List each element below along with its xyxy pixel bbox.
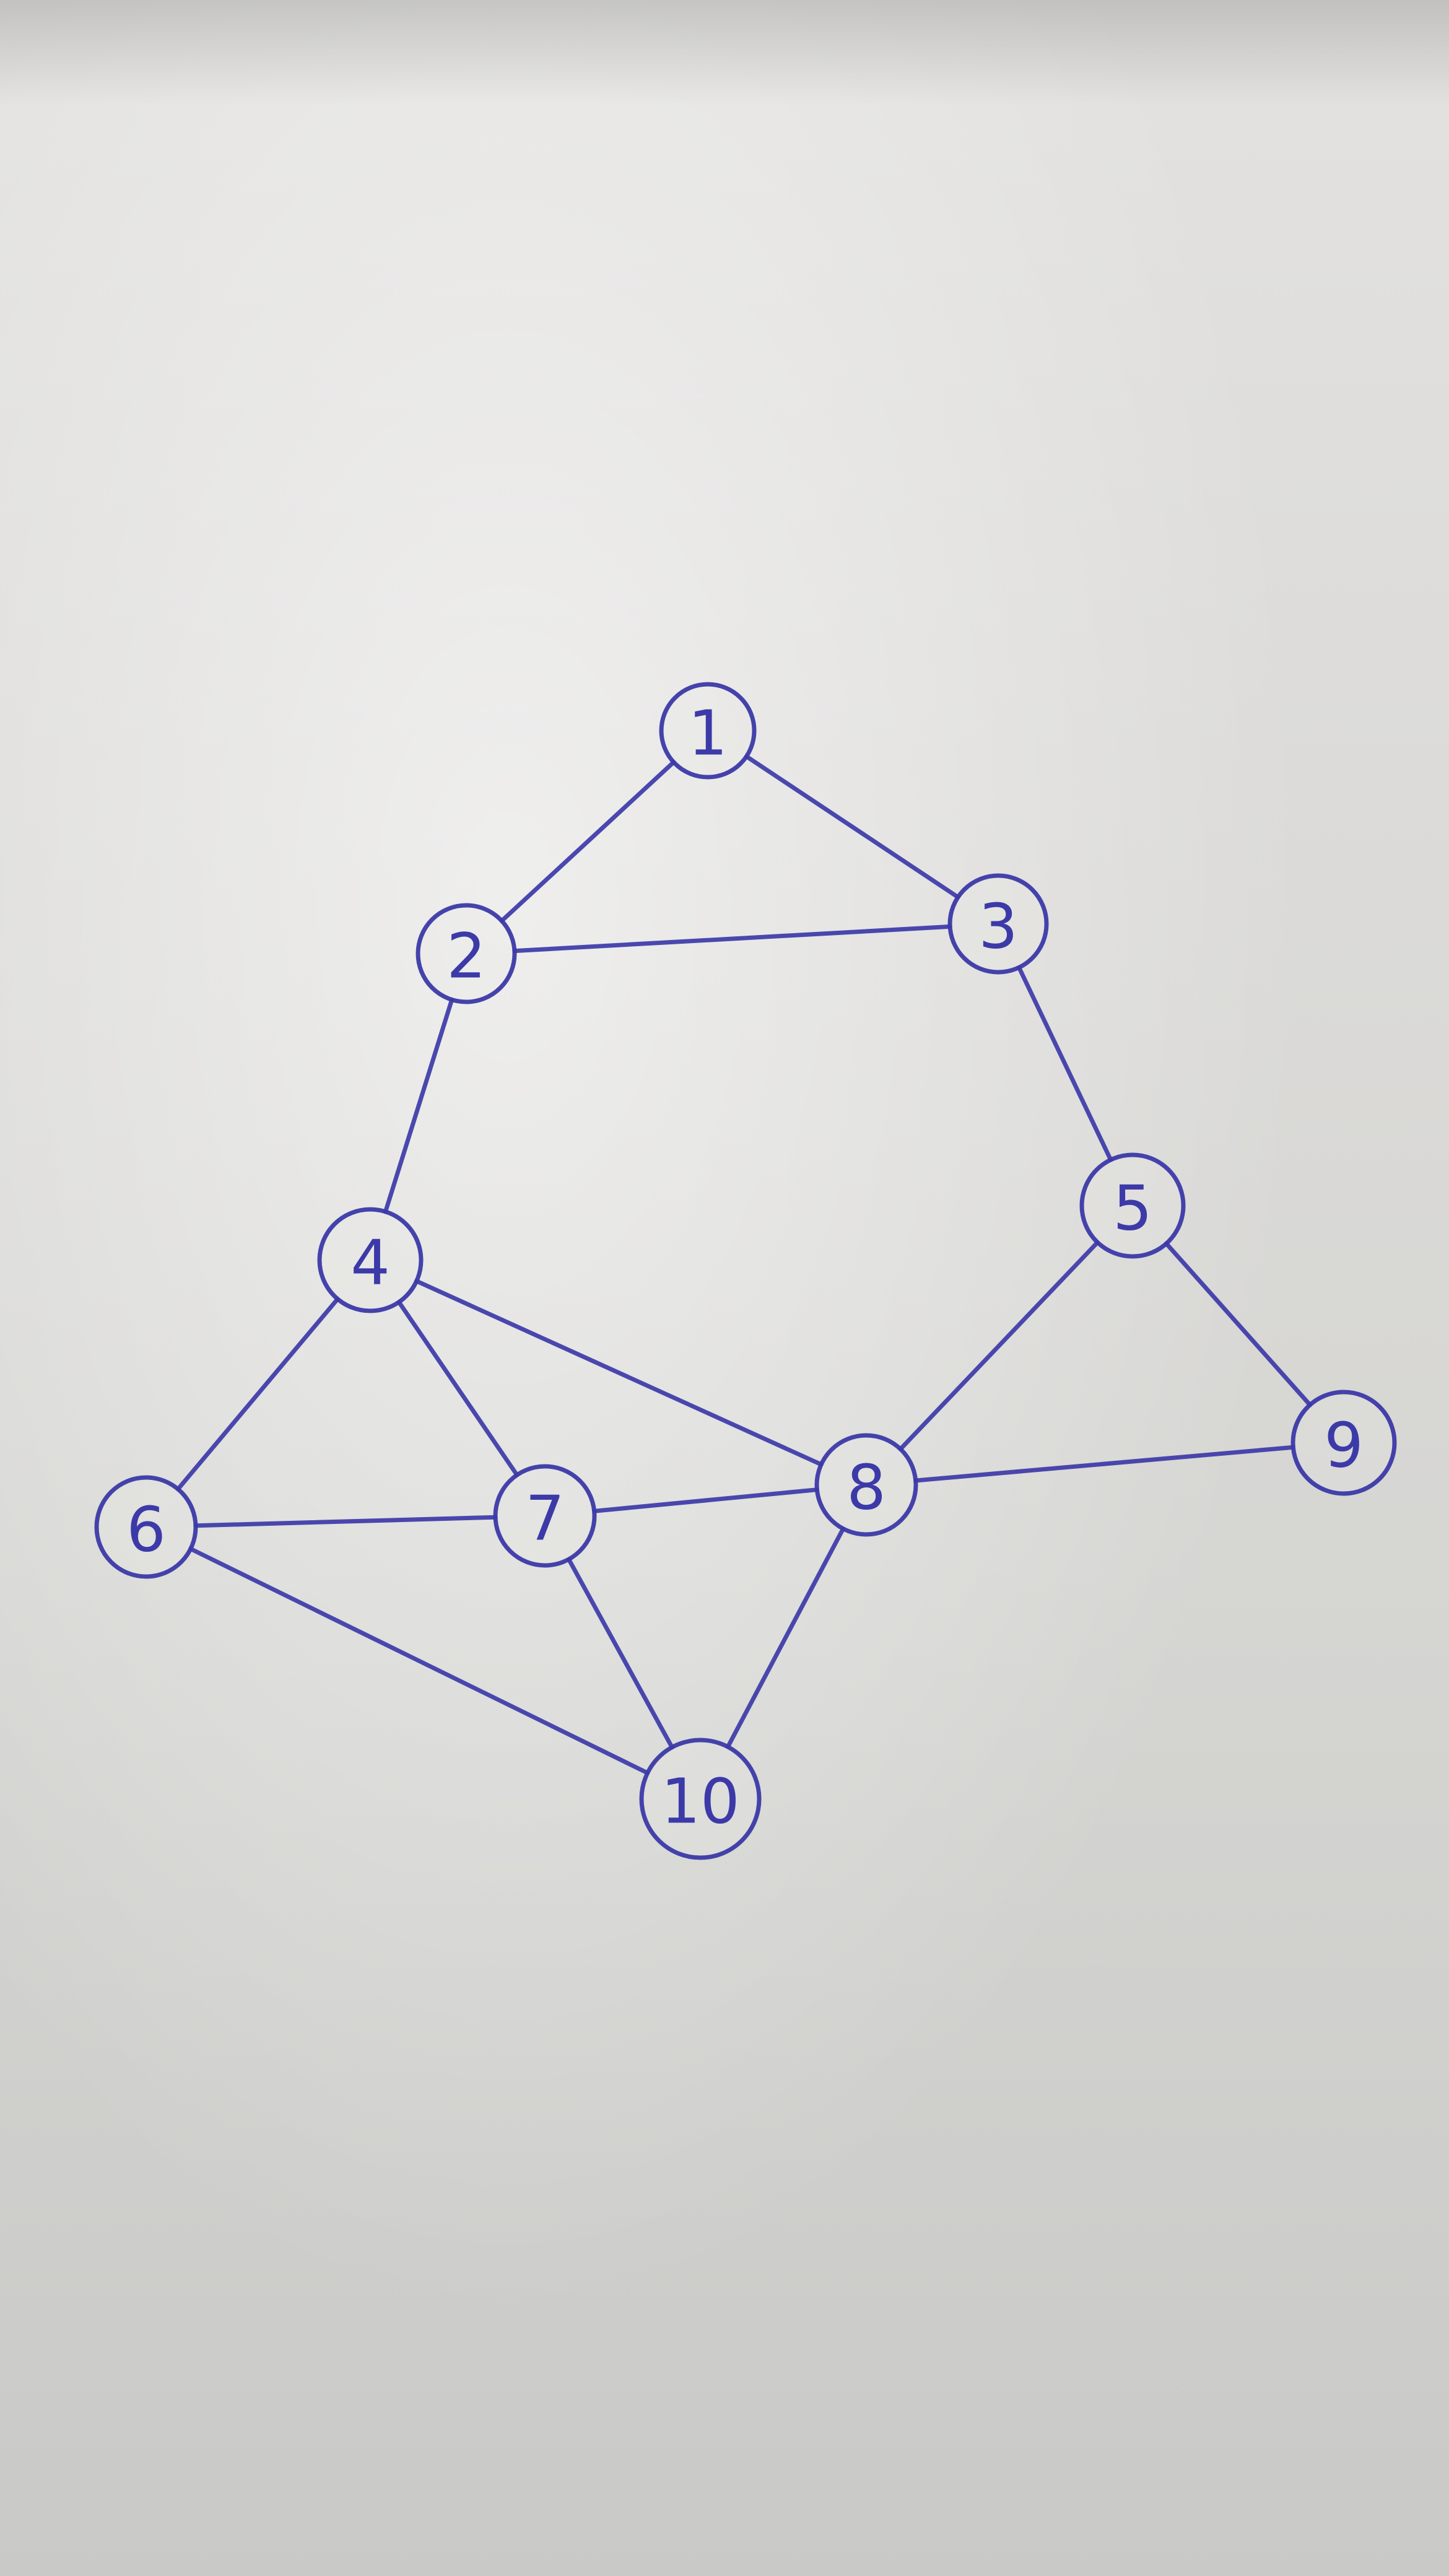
nodes-layer: 1 2 3 4 5 6 7 8 9 10 <box>97 684 1395 1858</box>
edge-4-6 <box>178 1299 337 1489</box>
node-7: 7 <box>495 1466 594 1565</box>
node-label: 10 <box>661 1765 739 1838</box>
node-5: 5 <box>1082 1155 1183 1256</box>
node-label: 9 <box>1324 1409 1364 1482</box>
edge-2-3 <box>515 926 950 951</box>
node-label: 5 <box>1113 1172 1152 1245</box>
node-1: 1 <box>661 684 754 777</box>
edge-5-8 <box>900 1242 1097 1449</box>
edge-6-7 <box>196 1517 495 1526</box>
edge-7-8 <box>594 1490 817 1512</box>
node-2: 2 <box>418 905 515 1002</box>
node-6: 6 <box>97 1477 196 1577</box>
edge-1-2 <box>502 762 674 921</box>
node-label: 6 <box>126 1494 166 1566</box>
node-label: 8 <box>846 1451 886 1524</box>
edge-7-10 <box>569 1559 672 1747</box>
node-label: 4 <box>350 1227 390 1299</box>
node-label: 2 <box>446 920 486 993</box>
edge-1-3 <box>746 757 958 897</box>
node-label: 7 <box>525 1482 565 1555</box>
node-label: 1 <box>688 697 728 770</box>
edge-8-9 <box>916 1447 1294 1481</box>
edge-4-7 <box>399 1302 517 1475</box>
node-8: 8 <box>817 1435 916 1534</box>
node-4: 4 <box>320 1209 421 1311</box>
edge-3-5 <box>1019 967 1111 1160</box>
node-10: 10 <box>642 1740 759 1858</box>
node-label: 3 <box>978 890 1018 963</box>
node-9: 9 <box>1293 1392 1395 1494</box>
node-3: 3 <box>950 876 1046 972</box>
edge-2-4 <box>386 999 452 1211</box>
edge-5-9 <box>1167 1243 1310 1405</box>
edge-4-8 <box>417 1281 821 1464</box>
edge-6-10 <box>191 1549 648 1773</box>
edge-8-10 <box>728 1529 843 1747</box>
